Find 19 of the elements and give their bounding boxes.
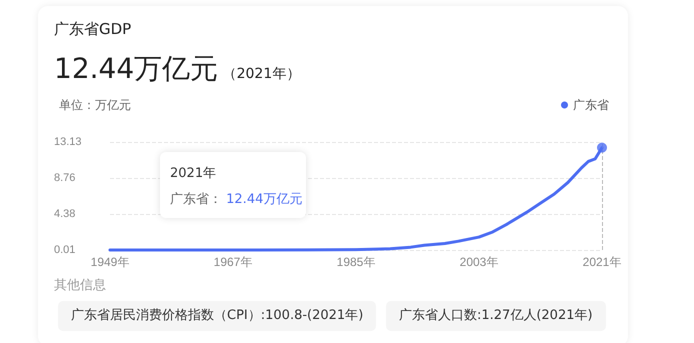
chart-title: 广东省GDP (54, 20, 132, 39)
text: 广东省人口数:1.27亿人(2021年) (386, 301, 606, 331)
y-tick-label: 4.38 (54, 208, 76, 220)
x-tick-label: 2003年 (460, 255, 498, 269)
text: 广东省居民消费价格指数（CPI）:100.8-(2021年) (58, 301, 376, 331)
chart-subtitle: 12.44万亿元（2021年） (54, 52, 300, 85)
y-tick-label: 8.76 (54, 172, 76, 184)
x-tick-label: 1967年 (214, 255, 252, 269)
annotation: 广东省： 12.44万亿元 (170, 192, 302, 207)
y-axis-title: 单位：万亿元 (59, 98, 131, 112)
text: 其他信息 (54, 277, 106, 294)
legend-label: 广东省 (573, 98, 609, 112)
tooltip-card: 2021年 广东省： 12.44万亿元 (160, 152, 306, 218)
x-tick-label: 1985年 (336, 255, 376, 269)
annotation: 2021年 (170, 165, 216, 182)
y-tick-label: 13.13 (54, 136, 82, 148)
y-tick-label: 0.01 (54, 244, 76, 256)
x-tick-label: 1949年 (90, 255, 130, 269)
x-tick-label: 2021年 (582, 255, 622, 269)
